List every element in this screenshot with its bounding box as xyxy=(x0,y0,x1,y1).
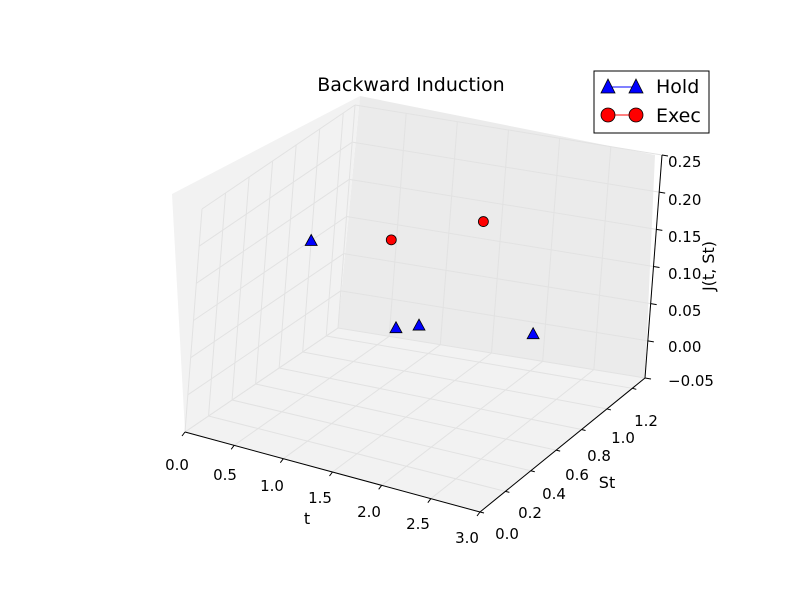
x-tick-labels: 0.0 0.5 1.0 1.5 2.0 2.5 3.0 xyxy=(165,456,479,547)
legend-exec-marker xyxy=(628,107,644,123)
z-tick-label: 0.00 xyxy=(668,338,701,356)
exec-point xyxy=(477,216,489,227)
legend-hold-marker xyxy=(628,78,644,94)
y-tick-mark xyxy=(479,511,485,514)
x-tick-label: 1.0 xyxy=(260,477,284,495)
z-tick-mark xyxy=(653,266,660,268)
y-tick-label: 1.0 xyxy=(611,429,635,447)
z-tick-label: −0.05 xyxy=(668,372,714,390)
y-axis-line xyxy=(479,377,646,513)
z-tick-label: 0.10 xyxy=(668,265,701,283)
y-tick-label: 1.2 xyxy=(634,412,658,430)
y-tick-label: 0.2 xyxy=(518,504,542,522)
y-tick-mark xyxy=(581,429,586,432)
grid-line xyxy=(233,335,390,446)
data-markers xyxy=(304,216,540,340)
grid-line xyxy=(193,216,347,321)
x-tick-label: 0.0 xyxy=(165,456,189,474)
x-tick-label: 0.5 xyxy=(213,466,237,484)
grid-line xyxy=(346,216,654,267)
grid-line xyxy=(337,327,646,379)
y-tick-mark xyxy=(556,449,561,452)
floor-pane xyxy=(185,328,645,512)
grid-line xyxy=(190,253,344,359)
hold-point xyxy=(389,320,403,334)
y-tick-mark xyxy=(530,470,535,473)
x-tick-label: 3.0 xyxy=(455,529,479,547)
grid-line xyxy=(326,335,633,389)
y-axis-label: St xyxy=(599,473,615,492)
z-tick-mark xyxy=(656,228,663,231)
grid-line xyxy=(343,253,651,305)
x-tick-mark xyxy=(230,445,235,450)
legend-exec-marker xyxy=(600,107,616,123)
tick-marks xyxy=(181,154,669,517)
hold-point xyxy=(304,233,318,246)
y-tick-label: 0.6 xyxy=(565,466,589,484)
y-tick-label: 0.8 xyxy=(587,447,611,465)
grid-line xyxy=(196,178,350,284)
z-tick-mark xyxy=(661,154,669,157)
x-tick-mark xyxy=(329,471,333,477)
grid-line xyxy=(208,415,506,492)
grid-line xyxy=(430,369,595,500)
x-tick-mark xyxy=(476,511,481,517)
chart-title: Backward Induction xyxy=(317,74,504,96)
exec-point xyxy=(385,234,397,246)
legend-hold-label: Hold xyxy=(656,76,699,98)
legend-box xyxy=(593,70,710,134)
legend-hold-marker xyxy=(600,78,616,94)
left-pane xyxy=(172,96,360,432)
z-tick-mark xyxy=(647,340,654,343)
grid-line xyxy=(184,327,339,433)
legend-exec-label: Exec xyxy=(656,105,701,127)
grid-line xyxy=(354,104,663,156)
x-tick-mark xyxy=(279,458,284,463)
z-tick-label: 0.20 xyxy=(668,191,701,209)
grid-line xyxy=(198,141,353,247)
y-tick-label: 0.4 xyxy=(542,485,566,503)
y-tick-label: 0.0 xyxy=(495,525,519,543)
z-tick-mark xyxy=(659,191,666,194)
z-tick-mark xyxy=(644,377,652,380)
z-axis-label: J(t, St) xyxy=(699,241,718,292)
grid-line xyxy=(255,383,557,451)
grid-line xyxy=(332,352,492,473)
x-tick-label: 2.0 xyxy=(357,503,381,521)
x-tick-label: 2.5 xyxy=(406,515,430,533)
grid-line xyxy=(201,104,356,210)
y-tick-labels: 0.0 0.2 0.4 0.6 0.8 1.0 1.2 xyxy=(495,412,658,543)
grid-line xyxy=(187,290,342,396)
legend: Hold Exec xyxy=(593,70,710,134)
z-tick-labels: −0.05 0.00 0.05 0.10 0.15 0.20 0.25 xyxy=(668,153,714,390)
x-axis-label: t xyxy=(304,509,310,528)
x-tick-mark xyxy=(427,498,432,503)
hold-point xyxy=(412,318,426,331)
grid-line xyxy=(340,290,648,342)
x-tick-mark xyxy=(378,485,383,490)
y-tick-mark xyxy=(632,387,637,390)
z-tick-label: 0.25 xyxy=(668,153,701,171)
grid-line xyxy=(381,360,543,486)
grid-line xyxy=(349,178,657,230)
grid-line xyxy=(352,141,660,193)
hold-point xyxy=(526,326,540,340)
y-tick-mark xyxy=(606,408,612,411)
grid-line xyxy=(283,344,441,460)
x-tick-label: 1.5 xyxy=(308,489,332,507)
back-pane xyxy=(338,96,655,378)
panes xyxy=(172,96,655,512)
z-tick-label: 0.05 xyxy=(668,302,701,320)
grid-line xyxy=(231,399,531,472)
z-tick-label: 0.15 xyxy=(668,228,701,246)
x-tick-mark xyxy=(181,431,186,437)
z-tick-mark xyxy=(650,303,657,306)
grid-line xyxy=(279,367,582,431)
y-tick-mark xyxy=(505,490,510,493)
grid-line xyxy=(302,351,608,410)
